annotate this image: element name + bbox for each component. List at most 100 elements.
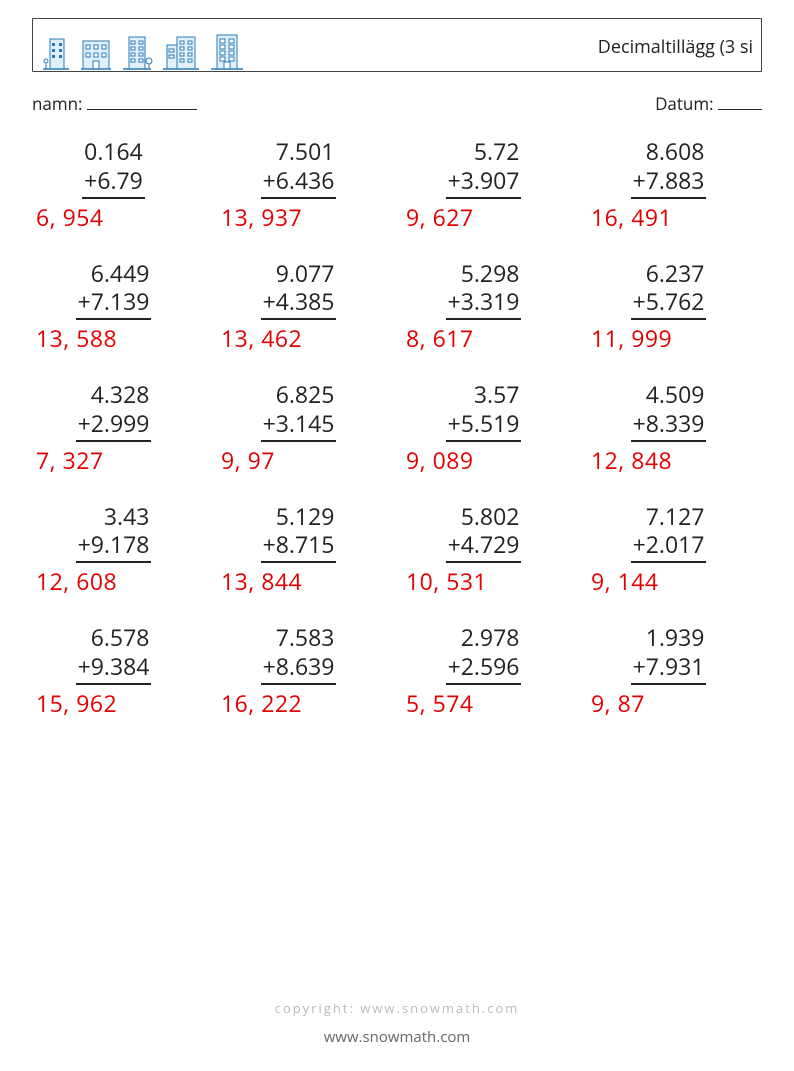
meta-row: namn: Datum: bbox=[32, 92, 762, 115]
addend-bottom: +2.596 bbox=[446, 652, 522, 685]
addition-stack: 5.129+8.715 bbox=[261, 502, 337, 564]
addend-bottom: +8.639 bbox=[261, 652, 337, 685]
addition-stack: 4.328+2.999 bbox=[76, 380, 152, 442]
addition-stack: 5.72+3.907 bbox=[446, 137, 522, 199]
addend-bottom: +7.931 bbox=[631, 652, 707, 685]
date-field: Datum: bbox=[655, 92, 762, 115]
addend-top: 8.608 bbox=[631, 137, 707, 166]
building-icons bbox=[41, 31, 245, 71]
answer: 13, 588 bbox=[32, 322, 117, 354]
addend-bottom: +2.017 bbox=[631, 530, 707, 563]
addition-stack: 6.449+7.139 bbox=[76, 259, 152, 321]
date-label: Datum: bbox=[655, 92, 713, 115]
addend-bottom: +8.715 bbox=[261, 530, 337, 563]
addend-top: 7.583 bbox=[261, 623, 337, 652]
addition-stack: 5.298+3.319 bbox=[446, 259, 522, 321]
addend-bottom: +9.384 bbox=[76, 652, 152, 685]
addend-top: 0.164 bbox=[82, 137, 145, 166]
problem-cell: 3.57+5.5199, 089 bbox=[402, 380, 577, 476]
addition-stack: 3.57+5.519 bbox=[446, 380, 522, 442]
problem-cell: 6.449+7.13913, 588 bbox=[32, 259, 207, 355]
addend-bottom: +4.729 bbox=[446, 530, 522, 563]
addition-stack: 5.802+4.729 bbox=[446, 502, 522, 564]
worksheet-header: Decimaltillägg (3 si bbox=[32, 18, 762, 72]
building-icon bbox=[41, 33, 71, 71]
addend-top: 7.501 bbox=[261, 137, 337, 166]
addend-top: 5.129 bbox=[261, 502, 337, 531]
problem-cell: 2.978+2.5965, 574 bbox=[402, 623, 577, 719]
building-icon bbox=[79, 33, 113, 71]
answer: 13, 844 bbox=[217, 565, 302, 597]
addition-stack: 7.583+8.639 bbox=[261, 623, 337, 685]
addend-top: 1.939 bbox=[631, 623, 707, 652]
worksheet-title: Decimaltillägg (3 si bbox=[598, 35, 753, 59]
date-blank bbox=[718, 92, 762, 110]
addend-bottom: +5.762 bbox=[631, 287, 707, 320]
addition-stack: 4.509+8.339 bbox=[631, 380, 707, 442]
addend-top: 5.72 bbox=[446, 137, 522, 166]
addend-bottom: +2.999 bbox=[76, 409, 152, 442]
building-icon bbox=[121, 33, 153, 71]
addend-top: 6.825 bbox=[261, 380, 337, 409]
addend-bottom: +7.883 bbox=[631, 166, 707, 199]
problem-cell: 5.298+3.3198, 617 bbox=[402, 259, 577, 355]
answer: 6, 954 bbox=[32, 201, 104, 233]
answer: 12, 848 bbox=[587, 444, 672, 476]
answer: 11, 999 bbox=[587, 322, 672, 354]
addition-stack: 8.608+7.883 bbox=[631, 137, 707, 199]
addend-bottom: +6.436 bbox=[261, 166, 337, 199]
addend-bottom: +4.385 bbox=[261, 287, 337, 320]
addition-stack: 7.127+2.017 bbox=[631, 502, 707, 564]
answer: 13, 937 bbox=[217, 201, 302, 233]
addend-bottom: +5.519 bbox=[446, 409, 522, 442]
problems-grid: 0.164+6.796, 9547.501+6.43613, 9375.72+3… bbox=[32, 137, 762, 719]
name-field: namn: bbox=[32, 92, 197, 115]
problem-cell: 5.72+3.9079, 627 bbox=[402, 137, 577, 233]
problem-cell: 6.825+3.145 9, 97 bbox=[217, 380, 392, 476]
answer: 9, 144 bbox=[587, 565, 659, 597]
addend-top: 5.298 bbox=[446, 259, 522, 288]
addition-stack: 3.43+9.178 bbox=[76, 502, 152, 564]
answer: 5, 574 bbox=[402, 687, 474, 719]
addend-bottom: +9.178 bbox=[76, 530, 152, 563]
building-icon bbox=[161, 31, 201, 71]
addend-top: 2.978 bbox=[446, 623, 522, 652]
problem-cell: 6.237+5.76211, 999 bbox=[587, 259, 762, 355]
answer: 9, 627 bbox=[402, 201, 474, 233]
answer: 9, 87 bbox=[587, 687, 645, 719]
addend-top: 9.077 bbox=[261, 259, 337, 288]
addend-bottom: +8.339 bbox=[631, 409, 707, 442]
addition-stack: 6.578+9.384 bbox=[76, 623, 152, 685]
answer: 16, 491 bbox=[587, 201, 672, 233]
name-blank bbox=[87, 92, 197, 110]
problem-cell: 1.939+7.931 9, 87 bbox=[587, 623, 762, 719]
problem-cell: 3.43+9.17812, 608 bbox=[32, 502, 207, 598]
problem-cell: 4.509+8.33912, 848 bbox=[587, 380, 762, 476]
addend-top: 6.449 bbox=[76, 259, 152, 288]
addition-stack: 2.978+2.596 bbox=[446, 623, 522, 685]
answer: 9, 089 bbox=[402, 444, 474, 476]
problem-cell: 0.164+6.796, 954 bbox=[32, 137, 207, 233]
building-icon bbox=[209, 31, 245, 71]
addend-top: 7.127 bbox=[631, 502, 707, 531]
copyright-watermark: copyright: www.snowmath.com bbox=[0, 999, 794, 1017]
addend-top: 5.802 bbox=[446, 502, 522, 531]
addend-bottom: +7.139 bbox=[76, 287, 152, 320]
answer: 8, 617 bbox=[402, 322, 474, 354]
addition-stack: 9.077+4.385 bbox=[261, 259, 337, 321]
answer: 10, 531 bbox=[402, 565, 487, 597]
addition-stack: 6.825+3.145 bbox=[261, 380, 337, 442]
answer: 9, 97 bbox=[217, 444, 275, 476]
name-label: namn: bbox=[32, 92, 83, 115]
addend-top: 4.509 bbox=[631, 380, 707, 409]
answer: 16, 222 bbox=[217, 687, 302, 719]
answer: 7, 327 bbox=[32, 444, 104, 476]
problem-cell: 7.127+2.017 9, 144 bbox=[587, 502, 762, 598]
addition-stack: 7.501+6.436 bbox=[261, 137, 337, 199]
problem-cell: 5.129+8.71513, 844 bbox=[217, 502, 392, 598]
answer: 12, 608 bbox=[32, 565, 117, 597]
addend-bottom: +3.907 bbox=[446, 166, 522, 199]
problem-cell: 7.583+8.63916, 222 bbox=[217, 623, 392, 719]
addend-bottom: +3.319 bbox=[446, 287, 522, 320]
problem-cell: 5.802+4.72910, 531 bbox=[402, 502, 577, 598]
